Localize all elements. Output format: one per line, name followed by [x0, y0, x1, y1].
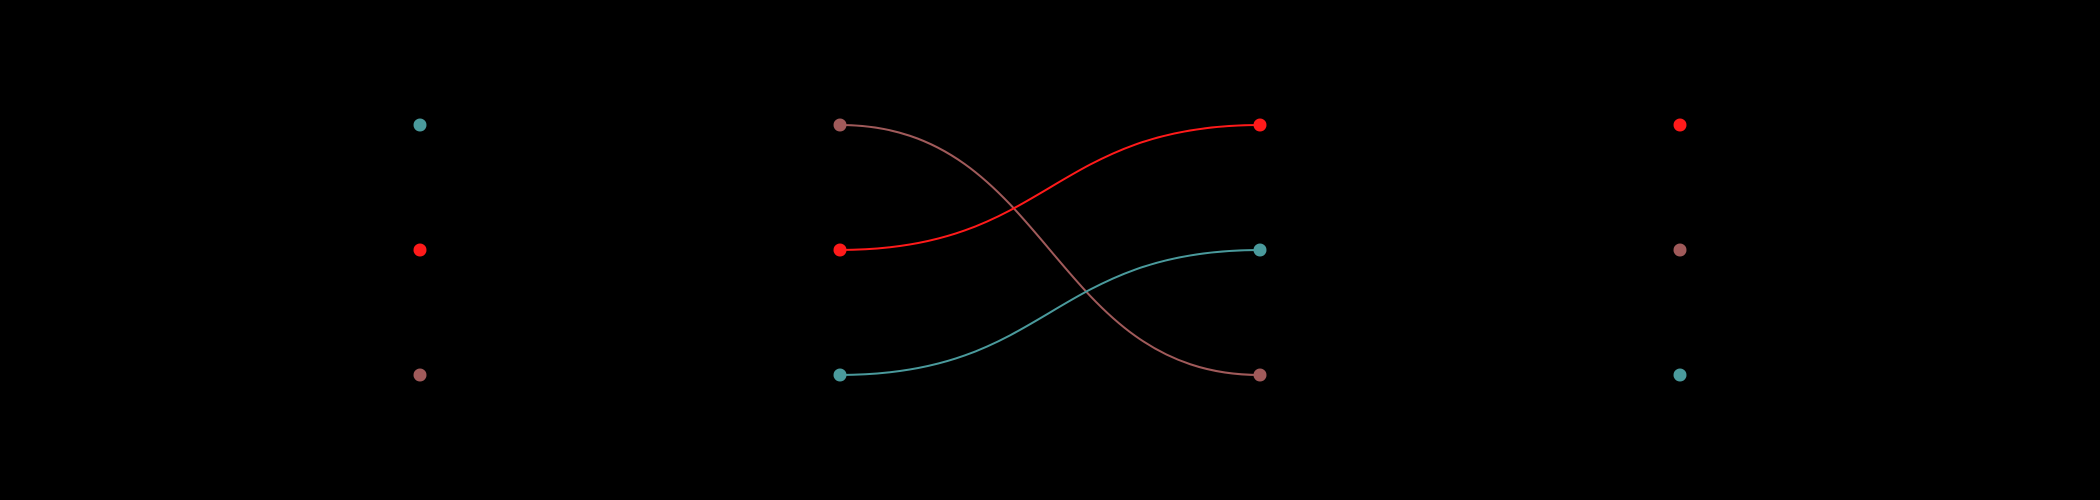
dot-col-4-brown — [1673, 243, 1687, 257]
link-red — [839, 124, 1261, 251]
dot-col-2-red — [833, 243, 847, 257]
dot-col-1-teal — [413, 118, 427, 132]
link-teal — [839, 249, 1261, 376]
dot-col-4-teal — [1673, 368, 1687, 382]
link-brown — [839, 124, 1261, 376]
dot-col-2-brown — [833, 118, 847, 132]
dot-col-3-red — [1253, 118, 1267, 132]
dots-layer — [413, 118, 1687, 382]
dot-col-3-brown — [1253, 368, 1267, 382]
dot-col-1-red — [413, 243, 427, 257]
dot-col-3-teal — [1253, 243, 1267, 257]
dot-col-2-teal — [833, 368, 847, 382]
dot-col-1-brown — [413, 368, 427, 382]
links-layer — [839, 124, 1261, 376]
dot-col-4-red — [1673, 118, 1687, 132]
